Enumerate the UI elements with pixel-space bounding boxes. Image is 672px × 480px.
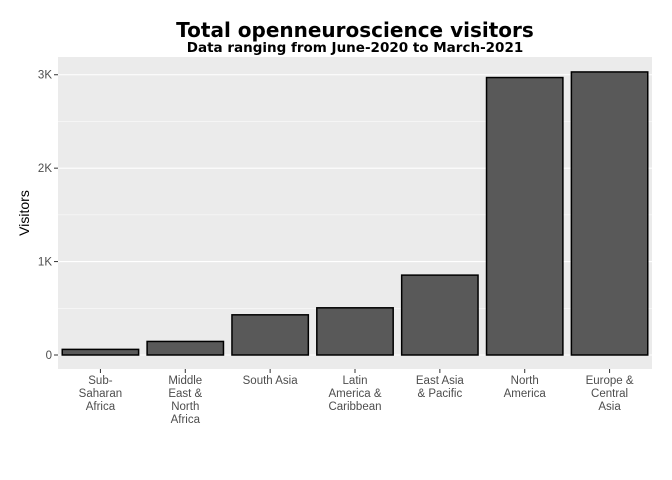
x-tick-label: Latin America & Caribbean bbox=[328, 375, 381, 413]
bars bbox=[61, 71, 649, 356]
chart-title: Total openneuroscience visitors bbox=[176, 18, 534, 42]
x-tick-label: Middle East & North Africa bbox=[168, 375, 202, 426]
bar bbox=[61, 348, 140, 356]
y-tick-label: 0 bbox=[46, 350, 52, 362]
y-axis-title: Visitors bbox=[16, 190, 32, 236]
bar bbox=[400, 274, 479, 356]
y-tick-label: 1K bbox=[38, 257, 52, 269]
x-tick-label: North America bbox=[504, 375, 547, 400]
bar bbox=[146, 340, 225, 356]
bar bbox=[570, 71, 649, 356]
x-axis: Sub-Saharan Africa Middle East & North Africa… bbox=[79, 369, 634, 426]
bar bbox=[485, 76, 564, 356]
x-tick-label: Sub-Saharan Africa bbox=[79, 375, 122, 413]
x-tick-label: East Asia & Pacific bbox=[416, 375, 465, 400]
bar bbox=[231, 314, 310, 356]
y-tick-label: 3K bbox=[38, 70, 52, 82]
y-tick-label: 2K bbox=[38, 163, 52, 175]
x-tick-label: South Asia bbox=[243, 375, 299, 387]
bar bbox=[316, 307, 394, 356]
y-axis: 0 1K 2K 3K bbox=[38, 70, 58, 362]
x-tick-label: Europe & Central Asia bbox=[586, 375, 634, 413]
chart-subtitle: Data ranging from June-2020 to March-202… bbox=[187, 40, 524, 56]
